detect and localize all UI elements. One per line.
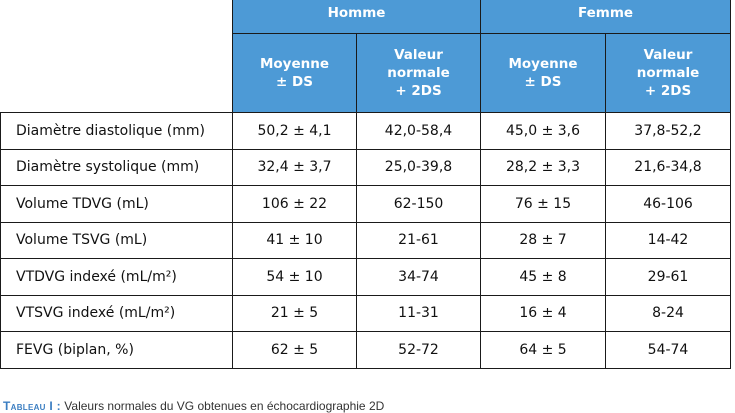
subheader-femme-moyenne: Moyenne ± DS: [480, 33, 606, 113]
cell-femme-valeur: 14-42: [605, 221, 731, 259]
cell-homme-valeur: 11-31: [356, 294, 481, 332]
cell-homme-valeur: 62-150: [356, 185, 481, 223]
cell-femme-valeur: 46-106: [605, 185, 731, 223]
table-row: VTDVG indexé (mL/m²) 54 ± 10 34-74 45 ± 8 29…: [0, 258, 731, 296]
row-label: VTDVG indexé (mL/m²): [0, 258, 233, 296]
table-row: Diamètre systolique (mm) 32,4 ± 3,7 25,0-3…: [0, 148, 731, 186]
cell-homme-valeur: 21-61: [356, 221, 481, 259]
normal-values-table: Homme Femme Moyenne ± DS Valeur normale + 2…: [0, 0, 731, 369]
table-body: Diamètre diastolique (mm) 50,2 ± 4,1 42,0-…: [0, 112, 731, 369]
subheader-femme-valeur: Valeur normale + 2DS: [605, 33, 731, 113]
cell-homme-moyenne: 50,2 ± 4,1: [232, 112, 357, 150]
cell-femme-moyenne: 28 ± 7: [480, 221, 606, 259]
subheader-homme-moyenne: Moyenne ± DS: [232, 33, 357, 113]
cell-femme-moyenne: 45 ± 8: [480, 258, 606, 296]
cell-femme-valeur: 37,8-52,2: [605, 112, 731, 150]
cell-homme-moyenne: 41 ± 10: [232, 221, 357, 259]
cell-homme-valeur: 25,0-39,8: [356, 148, 481, 186]
cell-homme-valeur: 52-72: [356, 331, 481, 369]
cell-homme-moyenne: 54 ± 10: [232, 258, 357, 296]
row-label: FEVG (biplan, %): [0, 331, 233, 369]
row-label: Diamètre systolique (mm): [0, 148, 233, 186]
cell-homme-valeur: 42,0-58,4: [356, 112, 481, 150]
row-label: VTSVG indexé (mL/m²): [0, 294, 233, 332]
header-corner: [0, 0, 233, 113]
cell-femme-moyenne: 28,2 ± 3,3: [480, 148, 606, 186]
group-header-homme: Homme: [232, 0, 481, 34]
cell-femme-moyenne: 45,0 ± 3,6: [480, 112, 606, 150]
row-label: Diamètre diastolique (mm): [0, 112, 233, 150]
row-label: Volume TDVG (mL): [0, 185, 233, 223]
group-header-femme: Femme: [480, 0, 731, 34]
cell-homme-moyenne: 106 ± 22: [232, 185, 357, 223]
caption-lead: Tableau I :: [3, 399, 61, 413]
cell-femme-moyenne: 76 ± 15: [480, 185, 606, 223]
row-label: Volume TSVG (mL): [0, 221, 233, 259]
table-caption: Tableau I : Valeurs normales du VG obten…: [3, 399, 384, 413]
cell-femme-valeur: 54-74: [605, 331, 731, 369]
cell-femme-valeur: 29-61: [605, 258, 731, 296]
table-row: Diamètre diastolique (mm) 50,2 ± 4,1 42,0-…: [0, 112, 731, 150]
cell-femme-moyenne: 64 ± 5: [480, 331, 606, 369]
table-row: Volume TSVG (mL) 41 ± 10 21-61 28 ± 7 14-42: [0, 221, 731, 259]
cell-femme-valeur: 8-24: [605, 294, 731, 332]
cell-femme-moyenne: 16 ± 4: [480, 294, 606, 332]
cell-homme-moyenne: 62 ± 5: [232, 331, 357, 369]
cell-homme-valeur: 34-74: [356, 258, 481, 296]
cell-femme-valeur: 21,6-34,8: [605, 148, 731, 186]
table-row: Volume TDVG (mL) 106 ± 22 62-150 76 ± 15 46-…: [0, 185, 731, 223]
table-row: VTSVG indexé (mL/m²) 21 ± 5 11-31 16 ± 4 8-2…: [0, 294, 731, 332]
cell-homme-moyenne: 21 ± 5: [232, 294, 357, 332]
cell-homme-moyenne: 32,4 ± 3,7: [232, 148, 357, 186]
caption-text: Valeurs normales du VG obtenues en échoc…: [60, 399, 385, 413]
table-row: FEVG (biplan, %) 62 ± 5 52-72 64 ± 5 54-74: [0, 331, 731, 369]
subheader-homme-valeur: Valeur normale + 2DS: [356, 33, 481, 113]
